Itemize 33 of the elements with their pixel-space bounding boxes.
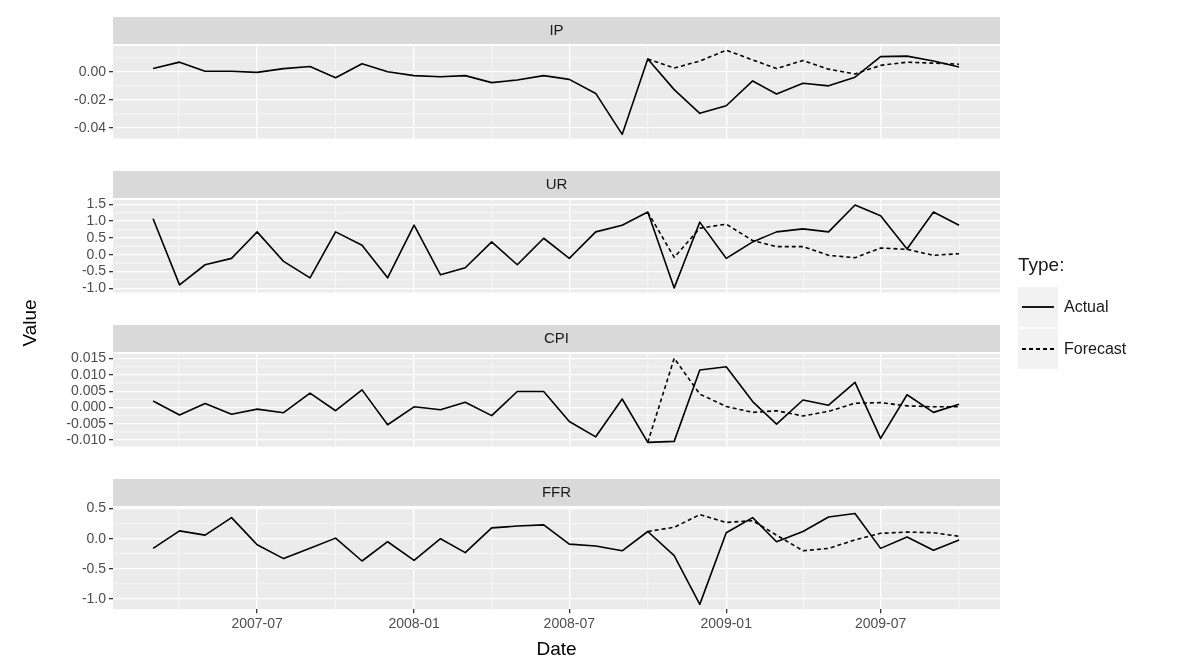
y-tick-label: 0.5 bbox=[86, 499, 107, 516]
chart-title: FFR bbox=[541, 483, 572, 501]
x-tick-label: 2007-07 bbox=[231, 615, 284, 632]
y-tick-label: 0.00 bbox=[78, 62, 107, 79]
y-tick-label: -1.0 bbox=[81, 589, 107, 606]
legend-title: Type: bbox=[1018, 254, 1066, 276]
y-tick-label: 0.000 bbox=[70, 398, 107, 415]
y-tick-label: -0.010 bbox=[66, 430, 107, 447]
y-tick-label: 1.5 bbox=[86, 195, 107, 212]
legend-label: Forecast bbox=[1064, 340, 1127, 358]
y-tick-label: 0.010 bbox=[70, 365, 107, 382]
y-tick-label: -0.04 bbox=[74, 118, 107, 135]
y-tick-label: 0.015 bbox=[70, 349, 107, 366]
y-tick-label: -0.02 bbox=[74, 90, 107, 107]
y-tick-label: -0.005 bbox=[66, 414, 107, 431]
legend-label: Actual bbox=[1064, 298, 1109, 316]
x-tick-label: 2008-07 bbox=[543, 615, 596, 632]
y-tick-label: -0.5 bbox=[81, 262, 107, 279]
y-tick-label: -0.5 bbox=[81, 559, 107, 576]
y-tick-label: 1.0 bbox=[86, 212, 107, 228]
x-tick-label: 2009-07 bbox=[854, 615, 907, 632]
y-tick-label: 0.5 bbox=[86, 228, 107, 245]
x-tick-label: 2008-01 bbox=[388, 615, 440, 632]
chart-title: UR bbox=[545, 175, 568, 193]
y-tick-label: 0.0 bbox=[86, 245, 107, 262]
chart-title: CPI bbox=[543, 329, 570, 347]
y-axis-title: Value bbox=[19, 298, 41, 349]
y-tick-label: -1.0 bbox=[81, 279, 107, 296]
chart-title: IP bbox=[549, 21, 564, 39]
x-tick-label: 2009-01 bbox=[700, 615, 753, 632]
y-tick-label: 0.0 bbox=[86, 529, 107, 546]
y-tick-label: 0.005 bbox=[70, 382, 107, 399]
x-axis-title: Date bbox=[535, 638, 578, 660]
